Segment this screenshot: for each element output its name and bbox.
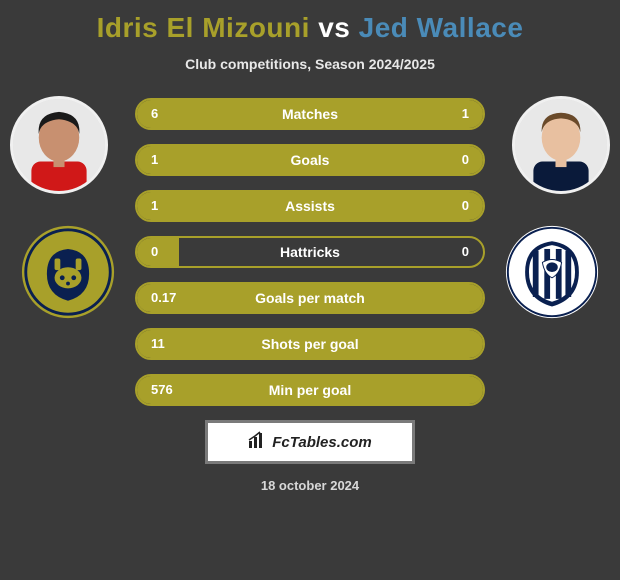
stat-row: 0.17Goals per match — [135, 282, 485, 314]
stat-value-right: 0 — [462, 192, 469, 220]
stat-row: 576Min per goal — [135, 374, 485, 406]
footer-brand-text: FcTables.com — [272, 434, 371, 451]
page-title: Idris El Mizouni vs Jed Wallace — [0, 0, 620, 44]
title-vs: vs — [318, 12, 350, 43]
footer-brand-box[interactable]: FcTables.com — [205, 420, 415, 464]
club1-badge — [20, 224, 116, 320]
stat-value-right: 0 — [462, 238, 469, 266]
player2-avatar — [512, 96, 610, 194]
club2-badge — [504, 224, 600, 320]
date-text: 18 october 2024 — [0, 478, 620, 493]
title-player1: Idris El Mizouni — [97, 12, 310, 43]
stat-label: Goals — [137, 146, 483, 174]
stat-row: 11Shots per goal — [135, 328, 485, 360]
stat-value-right: 1 — [462, 100, 469, 128]
stat-label: Matches — [137, 100, 483, 128]
stat-row: 6Matches1 — [135, 98, 485, 130]
stat-row: 1Assists0 — [135, 190, 485, 222]
stat-row: 0Hattricks0 — [135, 236, 485, 268]
stat-label: Hattricks — [137, 238, 483, 266]
stat-value-right: 0 — [462, 146, 469, 174]
subtitle: Club competitions, Season 2024/2025 — [0, 56, 620, 72]
stat-label: Shots per goal — [137, 330, 483, 358]
stat-row: 1Goals0 — [135, 144, 485, 176]
title-player2: Jed Wallace — [359, 12, 524, 43]
stat-label: Min per goal — [137, 376, 483, 404]
content: 6Matches11Goals01Assists00Hattricks00.17… — [0, 96, 620, 406]
player1-avatar — [10, 96, 108, 194]
chart-icon — [248, 431, 266, 453]
stat-label: Assists — [137, 192, 483, 220]
stats-container: 6Matches11Goals01Assists00Hattricks00.17… — [135, 96, 485, 406]
stat-label: Goals per match — [137, 284, 483, 312]
